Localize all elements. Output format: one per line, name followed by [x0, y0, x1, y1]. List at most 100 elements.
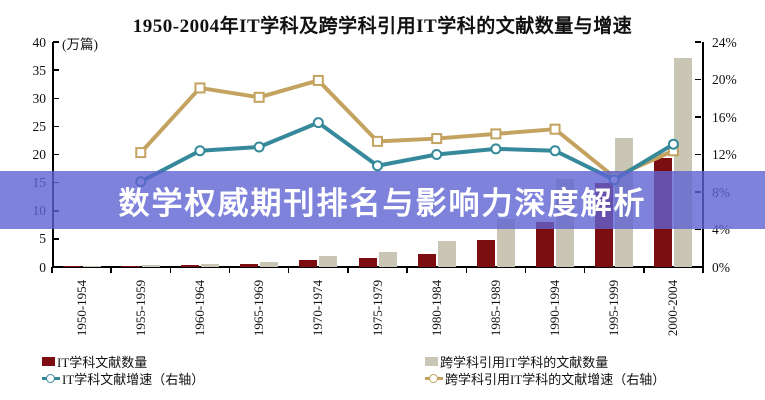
x-axis-tick — [110, 267, 112, 273]
bar-cross-count-1965-1969 — [260, 261, 279, 267]
left-axis-tick — [53, 69, 59, 71]
marker-cross-growth-1965-1969 — [253, 91, 265, 103]
marker-cross-growth-1990-1994 — [549, 123, 561, 135]
left-axis-unit-label: (万篇) — [62, 37, 98, 52]
left-axis-tick-label: 5 — [39, 231, 46, 247]
right-axis-tick — [695, 41, 701, 43]
x-axis-category-label: 1950-1954 — [73, 279, 89, 337]
right-axis-spine — [702, 42, 704, 267]
bar-cross-count-1955-1959 — [141, 265, 160, 267]
x-axis-tick — [583, 267, 586, 273]
right-axis-tick — [695, 78, 701, 81]
x-axis-category-label: 1955-1959 — [132, 279, 148, 337]
legend-swatch-it-growth-icon — [42, 374, 60, 383]
bar-it-count-1990-1994 — [536, 222, 555, 267]
left-axis-tick-label: 30 — [32, 90, 47, 106]
left-axis-tick-label: 25 — [32, 118, 47, 134]
right-axis-tick — [695, 228, 701, 231]
x-axis-category-label: 1975-1979 — [369, 279, 385, 337]
legend-swatch-cross-growth-icon — [425, 374, 443, 383]
x-axis-tick — [643, 267, 645, 273]
right-axis-tick — [695, 266, 701, 268]
x-axis-tick — [702, 267, 704, 273]
x-axis-category-label: 1985-1989 — [487, 279, 503, 337]
left-axis-tick — [53, 238, 59, 240]
bar-it-count-1965-1969 — [240, 263, 259, 267]
left-axis-tick-label: 40 — [32, 34, 47, 50]
right-axis-tick-label: 16% — [712, 109, 737, 125]
marker-it-growth-1970-1974 — [312, 117, 324, 129]
legend-label-it-growth: IT学科文献增速（右轴） — [62, 372, 205, 387]
bar-it-count-1960-1964 — [180, 265, 199, 267]
marker-cross-growth-1980-1984 — [431, 133, 443, 145]
marker-cross-growth-1955-1959 — [135, 147, 147, 159]
x-axis-tick — [287, 267, 290, 273]
x-axis-category-label: 1965-1969 — [251, 279, 267, 337]
right-axis-tick-label: 24% — [712, 34, 737, 50]
x-axis-category-label: 1980-1984 — [428, 279, 444, 337]
right-axis-tick-label: 0% — [712, 259, 730, 275]
x-axis-tick — [406, 267, 408, 273]
bar-it-count-1950-1954 — [62, 266, 81, 267]
bar-it-count-1955-1959 — [121, 266, 140, 267]
x-axis-tick — [347, 267, 349, 273]
legend-label-cross-count: 跨学科引用IT学科的文献数量 — [440, 355, 609, 370]
x-axis-tick — [524, 267, 527, 273]
bar-cross-count-1950-1954 — [82, 266, 101, 267]
overlay-banner-text: 数学权威期刊排名与影响力深度解析 — [118, 185, 647, 221]
legend-label-cross-growth: 跨学科引用IT学科的文献增速（右轴） — [445, 372, 666, 387]
x-axis-category-label: 1960-1964 — [191, 279, 207, 337]
x-axis-category-label: 1995-1999 — [606, 279, 622, 337]
marker-cross-growth-1970-1974 — [312, 74, 324, 86]
left-axis-tick-label: 35 — [32, 62, 47, 78]
x-axis-tick — [51, 267, 53, 273]
legend-swatch-cross-count-icon — [425, 357, 438, 366]
bar-cross-count-1980-1984 — [437, 241, 456, 267]
legend-item-it-growth: IT学科文献增速（右轴） — [42, 369, 204, 388]
marker-it-growth-1980-1984 — [431, 149, 443, 160]
marker-it-growth-1975-1979 — [372, 160, 383, 172]
bar-cross-count-1975-1979 — [378, 252, 397, 267]
left-axis-tick — [53, 41, 59, 43]
legend-item-it-count: IT学科文献数量 — [42, 352, 147, 371]
x-axis-tick — [169, 267, 172, 273]
line-cross-growth — [139, 78, 675, 179]
bar-it-count-1970-1974 — [299, 260, 318, 267]
right-axis-tick — [695, 116, 701, 118]
left-axis-spine — [52, 42, 54, 267]
left-axis-tick — [53, 125, 59, 128]
bar-it-count-1975-1979 — [358, 258, 377, 267]
x-axis-category-label: 1970-1974 — [310, 279, 326, 337]
chart-title: 1950-2004年IT学科及跨学科引用IT学科的文献数量与增速 — [132, 16, 633, 37]
bar-cross-count-1985-1989 — [496, 219, 515, 267]
marker-it-growth-1960-1964 — [194, 145, 206, 157]
left-axis-tick — [53, 97, 59, 99]
left-axis-tick — [53, 266, 59, 268]
legend-item-cross-count: 跨学科引用IT学科的文献数量 — [425, 352, 608, 371]
marker-cross-growth-1985-1989 — [490, 128, 502, 140]
right-axis-tick — [695, 153, 701, 156]
marker-it-growth-1985-1989 — [490, 143, 502, 155]
overlay-banner: 数学权威期刊排名与影响力深度解析 — [0, 171, 765, 229]
legend-swatch-it-count-icon — [42, 357, 55, 366]
bar-cross-count-1970-1974 — [319, 256, 338, 267]
bar-it-count-1985-1989 — [476, 240, 495, 267]
marker-cross-growth-1960-1964 — [194, 82, 206, 94]
bar-it-count-1980-1984 — [417, 253, 436, 267]
x-axis-tick — [465, 267, 468, 273]
right-axis-tick-label: 20% — [712, 72, 737, 87]
x-axis-category-label: 1990-1994 — [547, 279, 563, 337]
x-axis-spine — [52, 266, 703, 268]
marker-it-growth-1990-1994 — [549, 145, 561, 157]
marker-cross-growth-1975-1979 — [372, 135, 383, 147]
marker-it-growth-1965-1969 — [253, 141, 265, 153]
left-axis-tick-label: 20 — [32, 147, 47, 162]
bar-cross-count-1960-1964 — [200, 264, 219, 267]
x-axis-tick — [228, 267, 231, 273]
legend-item-cross-growth: 跨学科引用IT学科的文献增速（右轴） — [425, 369, 665, 388]
right-axis-tick-label: 12% — [712, 147, 737, 162]
bar-cross-count-2000-2004 — [674, 57, 693, 267]
legend-label-it-count: IT学科文献数量 — [57, 355, 148, 370]
x-axis-category-label: 2000-2004 — [665, 279, 681, 337]
